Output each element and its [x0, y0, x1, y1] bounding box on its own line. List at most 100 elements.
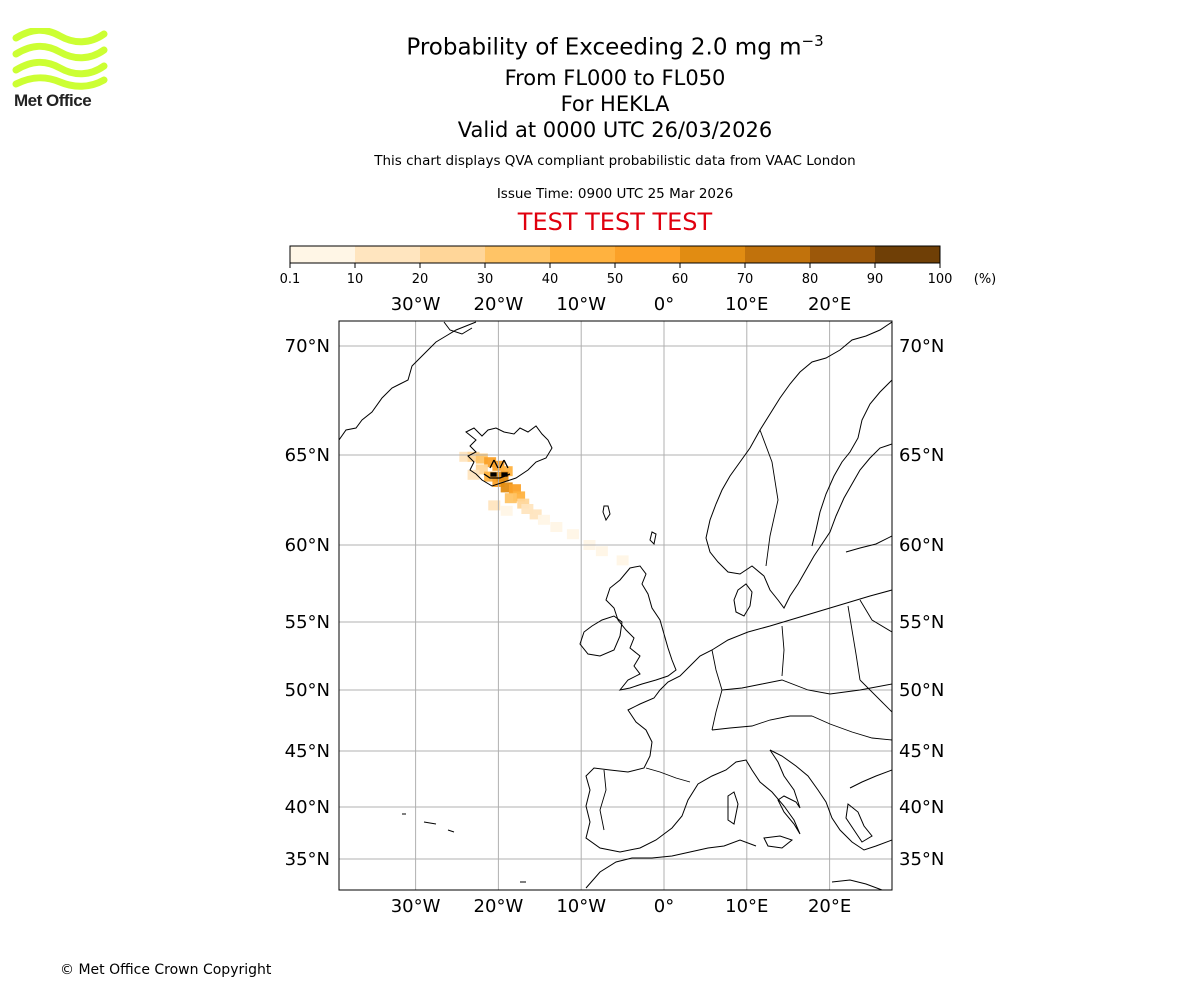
colorbar-tick-label: 70: [737, 272, 754, 287]
volcano-name: For HEKLA: [560, 91, 670, 116]
sweden-inner-coast: [811, 379, 892, 547]
main-title: Probability of Exceeding 2.0 mg m−3: [0, 24, 1200, 65]
lat-label-right: 35°N: [899, 849, 944, 870]
north-africa-coast-east: [831, 879, 883, 890]
plume-cell: [566, 529, 579, 540]
lat-label-right: 50°N: [899, 680, 944, 701]
shetland-coast: [649, 531, 657, 546]
plume-cell: [459, 451, 472, 462]
coastlines: [339, 321, 892, 890]
colorbar-tick-label: 30: [477, 272, 494, 287]
plume-cell: [616, 555, 629, 566]
plume-cell: [488, 500, 501, 511]
border-ukraine: [859, 679, 892, 713]
lon-label-bottom: 20°E: [808, 896, 851, 917]
colorbar-tick-label: 90: [867, 272, 884, 287]
plume-cell: [529, 509, 542, 520]
denmark-coast: [733, 583, 753, 617]
colorbar-cell: [420, 246, 486, 263]
plume-cell: [508, 484, 521, 495]
ireland-coast: [579, 615, 623, 657]
map-background: [339, 321, 892, 890]
hekla-volcano-icon: [483, 459, 511, 479]
lon-label-top: 10°W: [556, 294, 606, 315]
baltic-coast: [747, 589, 892, 633]
border-spain-portugal: [599, 769, 607, 831]
lat-label-right: 40°N: [899, 797, 944, 818]
border-spain-france: [645, 767, 691, 783]
colorbar-cell: [875, 246, 941, 263]
lat-label-right: 60°N: [899, 535, 944, 556]
plume-cell: [550, 522, 563, 532]
main-title-text: Probability of Exceeding 2.0 mg m: [406, 34, 802, 61]
aegean-coast: [849, 769, 892, 789]
lat-label-right: 45°N: [899, 741, 944, 762]
map-frame: [338, 320, 893, 891]
lat-label-left: 40°N: [285, 797, 330, 818]
plume-cell: [521, 504, 534, 514]
colorbar-tick-label: 10: [347, 272, 364, 287]
valid-time: Valid at 0000 UTC 26/03/2026: [457, 117, 773, 142]
lat-label-left: 45°N: [285, 741, 330, 762]
lat-label-right: 55°N: [899, 612, 944, 633]
chart-description: This chart displays QVA compliant probab…: [374, 152, 856, 169]
colorbar-unit: (%): [974, 272, 997, 287]
lon-label-bottom: 20°W: [474, 896, 524, 917]
finland-gulf-coast: [845, 535, 892, 553]
plume-cell: [500, 482, 513, 493]
border-norway-sweden: [759, 429, 779, 567]
plume-cell: [595, 546, 608, 557]
colorbar-cell: [615, 246, 681, 263]
colorbar-tick-label: 0.1: [280, 272, 301, 287]
lon-label-top: 30°W: [391, 294, 441, 315]
colorbar-tick-label: 60: [672, 272, 689, 287]
met-office-waves-icon: [12, 26, 108, 90]
britain-coast: [605, 565, 677, 691]
border-alps: [711, 715, 812, 731]
main-title-exponent: −3: [801, 32, 824, 50]
scandinavia-coast: [705, 321, 892, 609]
lat-label-left: 60°N: [285, 535, 330, 556]
plume-cell: [475, 464, 488, 475]
issue-time: Issue Time: 0900 UTC 25 Mar 2026: [496, 185, 734, 202]
lat-label-right: 65°N: [899, 445, 944, 466]
lat-label-right: 70°N: [899, 336, 944, 357]
colorbar-cell: [810, 246, 876, 263]
plume-cell: [467, 469, 480, 480]
colorbar-cell: [290, 246, 356, 263]
colorbar-tick-label: 50: [607, 272, 624, 287]
logo-text: Met Office: [14, 91, 92, 110]
plume-cell: [517, 498, 530, 509]
plume-cell: [500, 466, 513, 477]
iceland-coast: [465, 425, 553, 487]
chart-titles: Probability of Exceeding 2.0 mg m−3 From…: [0, 24, 1200, 237]
plume-cell: [500, 505, 513, 516]
lon-label-bottom: 10°W: [556, 896, 606, 917]
colorbar: 0.1 10 20 30 40 50 60 70 80 90 100 (%): [280, 245, 997, 287]
lat-label-left: 55°N: [285, 612, 330, 633]
border-germany-poland: [781, 625, 785, 677]
plume-cell: [504, 493, 517, 504]
colorbar-tick-label: 20: [412, 272, 429, 287]
sicily-coast: [763, 835, 794, 849]
colorbar-tick-label: 40: [542, 272, 559, 287]
plume-cell: [537, 514, 550, 525]
north-africa-coast: [585, 839, 757, 889]
colorbar-tick-label: 100: [928, 272, 953, 287]
faroe-coast: [602, 505, 611, 522]
greenland-coast-north: [443, 321, 473, 335]
lon-label-bottom: 30°W: [391, 896, 441, 917]
colorbar-cell: [485, 246, 551, 263]
colorbar-cell: [680, 246, 746, 263]
continent-coast: [585, 631, 801, 853]
greenland-coast: [339, 321, 477, 441]
flight-levels: From FL000 to FL050: [504, 65, 726, 90]
plume-cell: [484, 457, 497, 468]
border-central: [721, 679, 892, 695]
lat-label-left: 50°N: [285, 680, 330, 701]
corsica-sardinia-coast: [727, 791, 739, 825]
plume-cell: [475, 453, 488, 464]
lon-label-top: 20°W: [474, 294, 524, 315]
lat-label-left: 65°N: [285, 445, 330, 466]
